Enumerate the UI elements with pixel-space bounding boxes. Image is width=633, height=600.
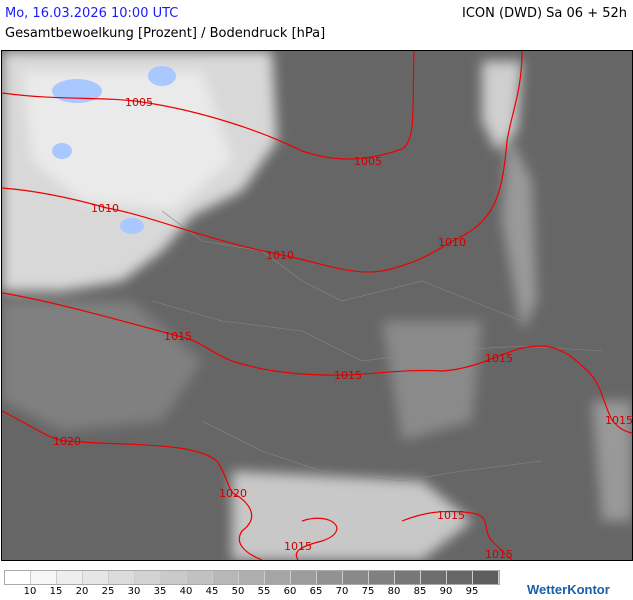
legend-tick-label: 70	[335, 586, 349, 597]
legend-tick-label: 65	[309, 586, 323, 597]
legend-swatch	[343, 571, 369, 584]
legend-swatch	[187, 571, 213, 584]
legend-swatch	[5, 571, 31, 584]
legend-swatch	[83, 571, 109, 584]
legend-swatch	[57, 571, 83, 584]
legend-swatch	[291, 571, 317, 584]
legend-tick-label: 35	[153, 586, 167, 597]
legend-tick-label: 20	[75, 586, 89, 597]
isobar-label: 1015	[485, 548, 513, 560]
isobar-labels: 1005 1005 1010 1010 1010 1015 1015 1015 …	[53, 96, 633, 561]
legend-tick-label: 80	[387, 586, 401, 597]
isobar-label: 1015	[437, 509, 465, 522]
legend-tick-label: 15	[49, 586, 63, 597]
wetterkontor-logo[interactable]: WetterKontor	[527, 582, 610, 597]
legend-tick-label: 60	[283, 586, 297, 597]
legend-tick-label: 40	[179, 586, 193, 597]
isobar-label: 1020	[219, 487, 247, 500]
legend-tick-label: 75	[361, 586, 375, 597]
legend-swatch	[239, 571, 265, 584]
isobar-label: 1010	[266, 249, 294, 262]
cloud-cover-legend	[4, 570, 500, 585]
legend-swatch	[265, 571, 291, 584]
legend-tick-label: 95	[465, 586, 479, 597]
parameter-title: Gesamtbewoelkung [Prozent] / Bodendruck …	[5, 26, 326, 41]
map-canvas: 1005 1005 1010 1010 1010 1015 1015 1015 …	[1, 50, 633, 561]
isobar-label: 1010	[438, 236, 466, 249]
model-run: ICON (DWD) Sa 06 + 52h	[462, 6, 627, 21]
water-areas	[52, 66, 176, 234]
isobar-label: 1005	[354, 155, 382, 168]
legend-tick-label: 55	[257, 586, 271, 597]
legend-swatch	[31, 571, 57, 584]
isobars	[1, 50, 633, 561]
legend-swatch	[135, 571, 161, 584]
isobar-label: 1015	[485, 352, 513, 365]
legend-tick-label: 50	[231, 586, 245, 597]
country-borders	[151, 210, 603, 482]
legend-tick-label: 90	[439, 586, 453, 597]
legend-swatch	[395, 571, 421, 584]
legend-swatch	[447, 571, 473, 584]
legend-swatch	[421, 571, 447, 584]
legend-tick-label: 85	[413, 586, 427, 597]
legend-swatch	[109, 571, 135, 584]
legend-tick-label: 10	[23, 586, 37, 597]
isobar-label: 1020	[53, 435, 81, 448]
isobar-label: 1005	[125, 96, 153, 109]
isobar-label: 1010	[91, 202, 119, 215]
legend-swatch	[213, 571, 239, 584]
legend-tick-label: 25	[101, 586, 115, 597]
isobar-label: 1015	[284, 540, 312, 553]
legend-swatch	[161, 571, 187, 584]
legend-tick-label: 30	[127, 586, 141, 597]
legend-swatch	[369, 571, 395, 584]
cloud-field	[2, 51, 632, 560]
legend-tick-label: 45	[205, 586, 219, 597]
legend-swatch	[473, 571, 499, 584]
isobar-label: 1015	[605, 414, 632, 427]
forecast-datetime: Mo, 16.03.2026 10:00 UTC	[5, 6, 179, 21]
isobar-label: 1015	[164, 330, 192, 343]
isobar-label: 1015	[334, 369, 362, 382]
weather-map[interactable]: 1005 1005 1010 1010 1010 1015 1015 1015 …	[1, 50, 633, 561]
legend-swatch	[317, 571, 343, 584]
